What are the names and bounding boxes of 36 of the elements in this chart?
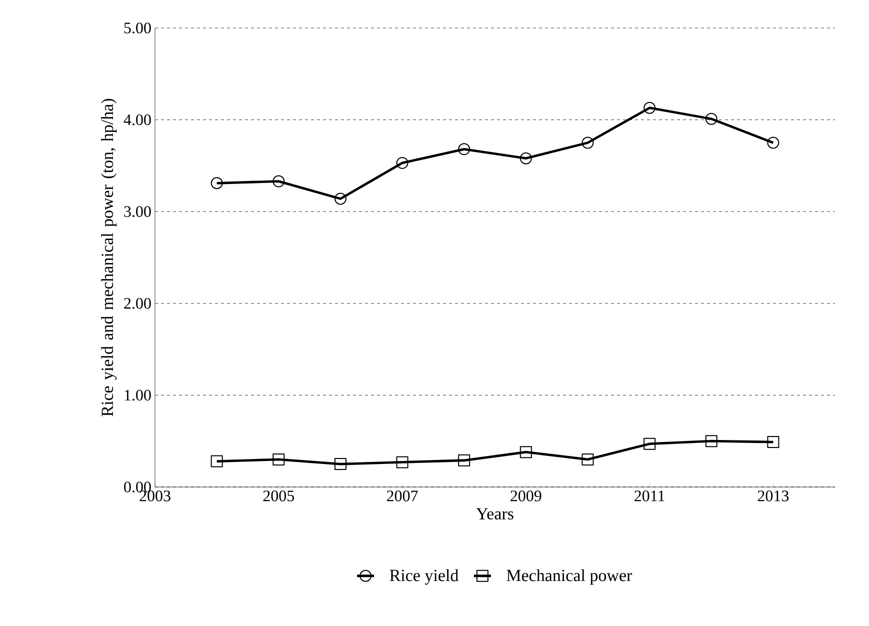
point (210, 177, 223, 190)
point (767, 436, 780, 448)
legend-label: Mechanical power (506, 569, 632, 585)
y-tick-label: 5.00 (124, 22, 151, 34)
x-tick-label: 2007 (386, 490, 418, 502)
y-tick-label: 2.00 (124, 298, 151, 309)
point (334, 192, 346, 205)
point (582, 136, 594, 149)
y-axis-title: Rice yield and mechanical power (ton, hp/ha) (101, 98, 117, 416)
point (644, 438, 656, 450)
legend-label: Rice yield (390, 569, 458, 585)
x-tick-label: 2009 (510, 490, 542, 502)
point (520, 446, 532, 458)
x-axis-title: Years (476, 508, 514, 520)
point (272, 453, 285, 466)
y-tick-label: 3.00 (124, 206, 151, 218)
point (458, 454, 470, 466)
point (520, 152, 532, 164)
point (644, 102, 656, 114)
point (767, 136, 780, 149)
point (582, 453, 594, 466)
x-tick-label: 2011 (634, 490, 664, 502)
point (272, 175, 285, 188)
point (396, 456, 408, 468)
y-tick-label: 0.00 (124, 482, 151, 492)
point (705, 435, 718, 448)
x-tick-label: 2013 (758, 490, 789, 502)
point (334, 458, 346, 470)
x-tick-label: 2003 (140, 490, 170, 502)
point (396, 156, 408, 169)
y-tick-label: 4.00 (124, 114, 151, 126)
point (210, 455, 223, 468)
point (458, 143, 470, 156)
x-tick-label: 2005 (263, 490, 294, 502)
y-tick-label: 1.00 (124, 390, 151, 401)
point (705, 112, 718, 125)
